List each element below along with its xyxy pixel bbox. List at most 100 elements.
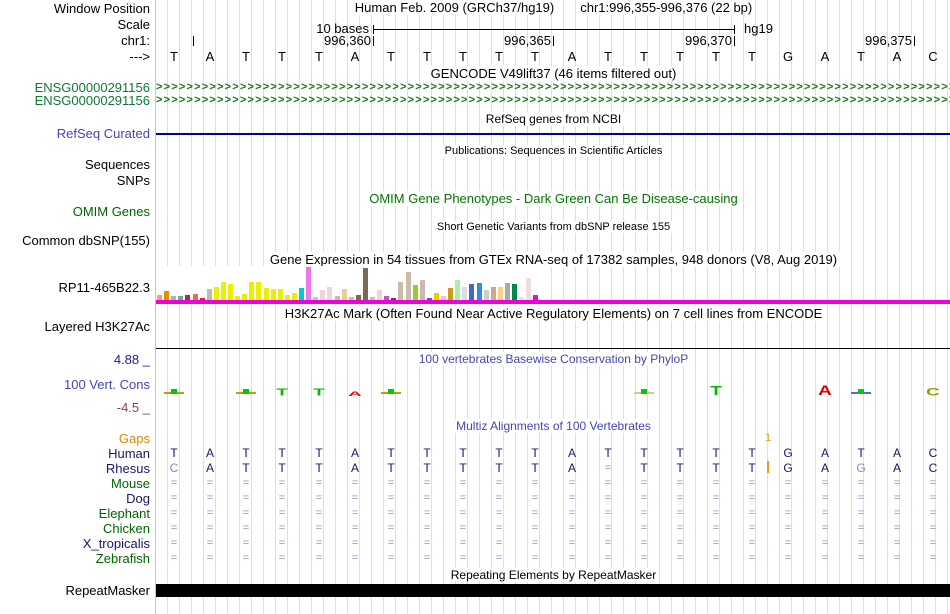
align-dog-base-8: =: [459, 492, 467, 504]
refseq-curated-line[interactable]: [156, 133, 950, 135]
publications-track-title[interactable]: Publications: Sequences in Scientific Ar…: [156, 145, 950, 158]
align-mouse-base-9: =: [495, 477, 503, 489]
align-zebrafish-base-9: =: [495, 552, 503, 564]
gtex-bar: [299, 288, 304, 300]
sequence-base-8: T: [459, 49, 467, 64]
track-label-common-dbsnp[interactable]: Common dbSNP(155): [22, 233, 150, 248]
align-dog-base-12: =: [604, 492, 612, 504]
track-label-gencode-gene-1[interactable]: ENSG00000291156: [34, 80, 150, 95]
gencode-track-title[interactable]: GENCODE V49lift37 (46 items filtered out…: [156, 66, 950, 81]
align-mouse-base-15: =: [712, 477, 720, 489]
align-rhesus-base-4: T: [315, 461, 323, 475]
align-zebrafish-base-3: =: [278, 552, 286, 564]
align-mouse-base-8: =: [459, 477, 467, 489]
scale-value: 10 bases: [316, 21, 369, 36]
align-zebrafish-base-12: =: [604, 552, 612, 564]
repeatmasker-element-bar[interactable]: [156, 584, 950, 597]
track-label-scale: Scale: [117, 17, 150, 32]
multiz-track-title[interactable]: Multiz Alignments of 100 Vertebrates: [156, 419, 950, 433]
align-human-base-4: T: [315, 446, 323, 460]
align-rhesus-base-19: G: [856, 461, 866, 475]
track-label-species-xtropicalis[interactable]: X_tropicalis: [82, 536, 150, 551]
align-zebrafish-base-5: =: [351, 552, 359, 564]
align-human-base-11: A: [567, 446, 576, 460]
align-dog-base-0: =: [170, 492, 178, 504]
track-label-gencode-gene-2[interactable]: ENSG00000291156: [34, 93, 150, 108]
cons-box: [641, 389, 647, 394]
track-label-snps[interactable]: SNPs: [116, 173, 150, 188]
align-human-base-16: T: [748, 446, 756, 460]
track-label-species-elephant[interactable]: Elephant: [98, 506, 150, 521]
track-label-sequences[interactable]: Sequences: [84, 157, 150, 172]
track-label-species-chicken[interactable]: Chicken: [103, 521, 150, 536]
track-label-species-mouse[interactable]: Mouse: [110, 476, 150, 491]
track-label-species-rhesus[interactable]: Rhesus: [105, 461, 150, 476]
align-x_tropicalis-base-8: =: [459, 537, 467, 549]
omim-track-title[interactable]: OMIM Gene Phenotypes - Dark Green Can Be…: [156, 191, 950, 206]
align-zebrafish-base-17: =: [784, 552, 792, 564]
track-label-species-human[interactable]: Human: [108, 446, 150, 461]
align-elephant-base-14: =: [676, 507, 684, 519]
h3k27ac-track-title[interactable]: H3K27Ac Mark (Often Found Near Active Re…: [156, 306, 950, 321]
align-human-base-13: T: [640, 446, 648, 460]
gtex-bar: [370, 297, 375, 300]
align-human-base-8: T: [459, 446, 467, 460]
align-elephant-base-1: =: [206, 507, 214, 519]
align-rhesus-base-7: T: [423, 461, 431, 475]
align-rhesus-base-13: T: [640, 461, 648, 475]
align-rhesus-base-1: A: [205, 461, 214, 475]
align-elephant-base-12: =: [604, 507, 612, 519]
gtex-track-title[interactable]: Gene Expression in 54 tissues from GTEx …: [156, 252, 950, 267]
align-dog-base-14: =: [676, 492, 684, 504]
cons-box: [858, 389, 864, 394]
ruler-tick: [373, 36, 374, 46]
ruler-tick: [553, 36, 554, 46]
track-label-gaps[interactable]: Gaps: [118, 431, 150, 446]
track-label-phylop-min[interactable]: -4.5 _: [116, 400, 150, 415]
gtex-bar: [242, 294, 248, 300]
track-label-repeatmasker[interactable]: RepeatMasker: [65, 583, 150, 598]
align-chicken-base-20: =: [893, 522, 901, 534]
gtex-bar: [284, 295, 290, 300]
gtex-baseline[interactable]: [156, 300, 950, 304]
gtex-bar: [362, 268, 368, 300]
align-human-base-7: T: [423, 446, 431, 460]
track-label-layered-h3k27ac[interactable]: Layered H3K27Ac: [44, 319, 150, 334]
track-label-vert-cons[interactable]: 100 Vert. Cons: [64, 377, 150, 392]
align-zebrafish-base-15: =: [712, 552, 720, 564]
gtex-bar: [426, 298, 432, 300]
track-label-omim-genes[interactable]: OMIM Genes: [72, 204, 150, 219]
align-x_tropicalis-base-5: =: [351, 537, 359, 549]
track-label-gtex-gene[interactable]: RP11-465B22.3: [58, 280, 150, 295]
align-elephant-base-3: =: [278, 507, 286, 519]
repeatmasker-track-title[interactable]: Repeating Elements by RepeatMasker: [156, 568, 950, 582]
track-label-refseq-curated[interactable]: RefSeq Curated: [56, 126, 150, 141]
align-chicken-base-11: =: [568, 522, 576, 534]
phylop-track-title[interactable]: 100 vertebrates Basewise Conservation by…: [156, 352, 950, 366]
sequence-base-19: T: [857, 49, 865, 64]
align-mouse-base-20: =: [893, 477, 901, 489]
assembly-label: hg19: [744, 21, 773, 36]
gtex-bar: [249, 282, 255, 300]
track-label-species-zebrafish[interactable]: Zebrafish: [95, 551, 150, 566]
align-elephant-base-5: =: [351, 507, 359, 519]
align-x_tropicalis-base-20: =: [893, 537, 901, 549]
cons-letter: T: [313, 386, 325, 398]
gtex-bar: [291, 293, 297, 300]
track-label-phylop-max[interactable]: 4.88 _: [113, 352, 150, 367]
dbsnp-track-title[interactable]: Short Genetic Variants from dbSNP releas…: [156, 221, 950, 234]
track-image-area[interactable]: Human Feb. 2009 (GRCh37/hg19) chr1:996,35…: [155, 0, 950, 614]
gencode-transcript-2[interactable]: >>>>>>>>>>>>>>>>>>>>>>>>>>>>>>>>>>>>>>>>…: [156, 95, 950, 105]
gtex-bar: [206, 289, 212, 300]
align-mouse-base-19: =: [857, 477, 865, 489]
refseq-track-title[interactable]: RefSeq genes from NCBI: [156, 112, 950, 126]
gtex-bar: [419, 280, 425, 300]
gtex-bar: [263, 288, 269, 300]
align-mouse-base-12: =: [604, 477, 612, 489]
gtex-bar: [490, 287, 496, 300]
track-label-species-dog[interactable]: Dog: [126, 491, 150, 506]
align-dog-base-20: =: [893, 492, 901, 504]
sequence-base-7: T: [423, 49, 431, 64]
gencode-transcript-1[interactable]: >>>>>>>>>>>>>>>>>>>>>>>>>>>>>>>>>>>>>>>>…: [156, 82, 950, 92]
gtex-bar: [483, 290, 489, 300]
